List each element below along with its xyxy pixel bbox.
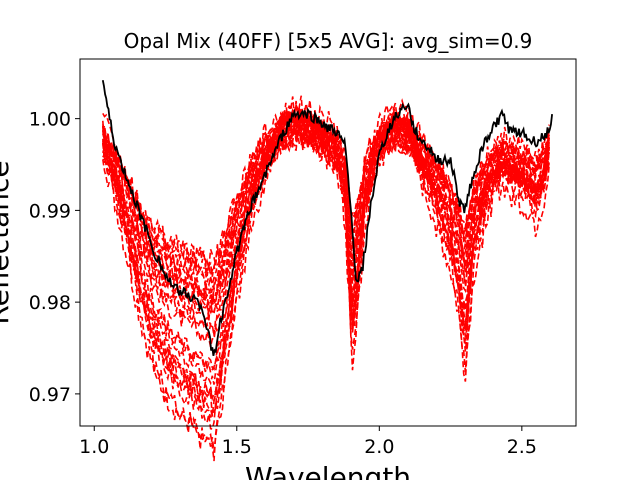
sample-spectrum-line bbox=[102, 107, 550, 418]
sample-spectrum-line bbox=[102, 110, 550, 452]
x-tick-label: 2.5 bbox=[507, 436, 537, 458]
chart-title: Opal Mix (40FF) [5x5 AVG]: avg_sim=0.9 bbox=[124, 29, 533, 53]
plot-area bbox=[101, 80, 553, 462]
axes-frame bbox=[79, 58, 577, 427]
y-tick-label: 0.97 bbox=[29, 384, 71, 406]
x-tick-label: 1.5 bbox=[222, 436, 252, 458]
sample-spectrum-line bbox=[102, 119, 550, 305]
y-tick-label: 1.00 bbox=[29, 109, 71, 131]
sample-spectrum-line bbox=[102, 120, 550, 336]
sample-spectrum-line bbox=[102, 111, 550, 386]
x-tick-label: 1.0 bbox=[79, 436, 109, 458]
reference-spectrum-line bbox=[101, 80, 553, 356]
y-tick-label: 0.98 bbox=[29, 292, 71, 314]
y-tick-label: 0.99 bbox=[29, 200, 71, 222]
x-axis-ticks: 1.0 1.5 2.0 2.5 bbox=[79, 426, 537, 458]
y-axis-ticks: 0.97 0.98 0.99 1.00 bbox=[29, 109, 80, 406]
sample-spectrum-line bbox=[102, 126, 550, 462]
sample-spectrum-line bbox=[102, 116, 550, 417]
x-axis-label: Wavelength bbox=[245, 461, 411, 480]
sample-spectrum-line bbox=[102, 130, 550, 335]
sample-spectrum-line bbox=[102, 113, 550, 277]
x-tick-label: 2.0 bbox=[364, 436, 394, 458]
y-axis-label: Reflectance bbox=[0, 160, 15, 324]
